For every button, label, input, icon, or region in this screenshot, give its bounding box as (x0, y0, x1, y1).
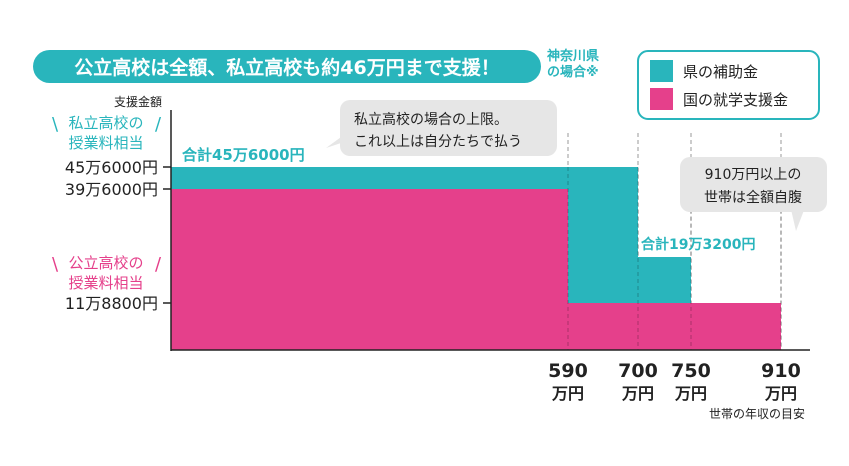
svg-text:世帯は全額自腹: 世帯は全額自腹 (704, 189, 802, 206)
annotation-total-max: 合計45万6000円 (181, 146, 305, 164)
x-tick-unit: 万円 (764, 384, 797, 403)
svg-text:公立高校の: 公立高校の (68, 254, 143, 272)
x-tick-unit: 万円 (551, 384, 584, 403)
region-note-line2: の場合※ (547, 64, 599, 80)
svg-text:\: \ (52, 114, 59, 135)
callout-private-limit: 私立高校の場合の上限。 これ以上は自分たちで払う (326, 100, 557, 156)
x-tick-label: 750 (671, 360, 711, 382)
svg-text:私立高校の場合の上限。: 私立高校の場合の上限。 (354, 111, 508, 128)
bar-prefectural-1 (568, 167, 638, 303)
bar-prefectural-0 (171, 167, 568, 189)
legend-swatch-prefectural (650, 60, 673, 82)
bar-national-0 (171, 189, 568, 350)
svg-text:授業料相当: 授業料相当 (68, 134, 143, 152)
region-note-line1: 神奈川県 (547, 48, 599, 64)
x-axis-label: 世帯の年収の目安 (709, 406, 805, 421)
svg-text:\: \ (52, 254, 59, 275)
annotation-total-mid: 合計19万3200円 (641, 236, 755, 253)
y-tick-label: 45万6000円 (65, 158, 158, 177)
bar-national-3 (691, 303, 781, 350)
callout-over-910: 910万円以上の 世帯は全額自腹 (680, 157, 827, 231)
svg-text:/: / (155, 114, 162, 135)
svg-text:910万円以上の: 910万円以上の (705, 167, 802, 183)
chart-title: 公立高校は全額、私立高校も約46万円まで支援！ (74, 56, 499, 79)
x-tick-unit: 万円 (674, 384, 707, 403)
svg-text:授業料相当: 授業料相当 (68, 274, 143, 292)
bar-prefectural-2 (638, 257, 691, 303)
svg-text:私立高校の: 私立高校の (68, 114, 143, 132)
x-tick-unit: 万円 (621, 384, 654, 403)
bar-national-1 (568, 303, 638, 350)
legend-swatch-national (650, 88, 673, 110)
svg-text:/: / (155, 254, 162, 275)
x-tick-label: 700 (618, 360, 658, 382)
legend-label-prefectural: 県の補助金 (683, 63, 758, 81)
y-group-label-public: \ / 公立高校の 授業料相当 (52, 254, 162, 292)
title-banner (33, 50, 541, 83)
x-tick-label: 590 (548, 360, 588, 382)
svg-text:これ以上は自分たちで払う: これ以上は自分たちで払う (354, 134, 522, 150)
y-axis-label: 支援金額 (114, 94, 162, 109)
y-tick-label: 11万8800円 (65, 294, 158, 313)
bar-national-2 (638, 303, 691, 350)
y-tick-label: 39万6000円 (65, 180, 158, 199)
x-tick-label: 910 (761, 360, 801, 382)
legend-label-national: 国の就学支援金 (683, 91, 788, 109)
legend: 県の補助金 国の就学支援金 (637, 50, 820, 120)
y-group-label-private: \ / 私立高校の 授業料相当 (52, 114, 162, 152)
